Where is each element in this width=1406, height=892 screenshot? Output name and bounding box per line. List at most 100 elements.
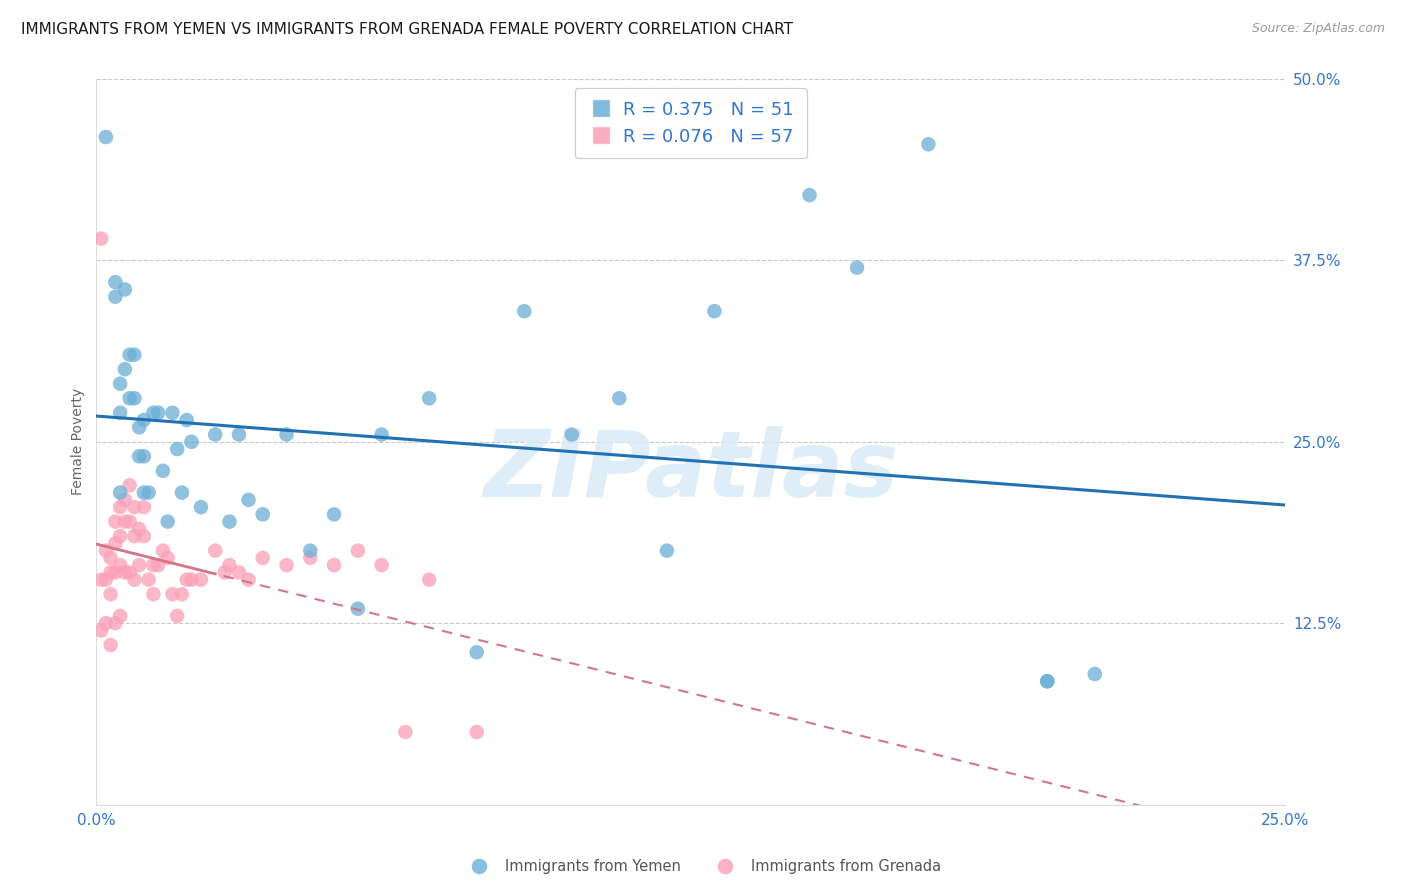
- Point: [132, 413, 155, 427]
- Point: [655, 543, 678, 558]
- Point: [218, 515, 240, 529]
- Point: [100, 550, 122, 565]
- Point: [118, 478, 141, 492]
- Point: [104, 275, 127, 289]
- Legend: Immigrants from Yemen, Immigrants from Grenada: Immigrants from Yemen, Immigrants from G…: [458, 854, 948, 880]
- Point: [138, 573, 160, 587]
- Point: [228, 566, 250, 580]
- Point: [799, 188, 821, 202]
- Point: [114, 566, 136, 580]
- Point: [252, 550, 274, 565]
- Point: [124, 573, 146, 587]
- Point: [370, 558, 392, 573]
- Point: [90, 624, 112, 638]
- Point: [128, 420, 150, 434]
- Point: [94, 543, 117, 558]
- Point: [108, 485, 131, 500]
- Point: [128, 450, 150, 464]
- Point: [118, 348, 141, 362]
- Point: [108, 376, 131, 391]
- Point: [917, 137, 939, 152]
- Point: [465, 645, 488, 659]
- Point: [166, 442, 188, 456]
- Point: [162, 587, 184, 601]
- Point: [347, 543, 370, 558]
- Point: [276, 427, 298, 442]
- Point: [323, 558, 346, 573]
- Point: [166, 609, 188, 624]
- Point: [299, 543, 322, 558]
- Legend: R = 0.375   N = 51, R = 0.076   N = 57: R = 0.375 N = 51, R = 0.076 N = 57: [575, 88, 807, 158]
- Point: [142, 558, 165, 573]
- Point: [118, 566, 141, 580]
- Point: [100, 587, 122, 601]
- Point: [299, 550, 322, 565]
- Point: [394, 725, 416, 739]
- Point: [703, 304, 725, 318]
- Point: [108, 406, 131, 420]
- Point: [238, 492, 260, 507]
- Point: [176, 573, 198, 587]
- Point: [170, 485, 193, 500]
- Point: [214, 566, 236, 580]
- Point: [561, 427, 583, 442]
- Point: [146, 406, 169, 420]
- Point: [90, 232, 112, 246]
- Point: [218, 558, 240, 573]
- Point: [94, 616, 117, 631]
- Point: [118, 515, 141, 529]
- Point: [238, 573, 260, 587]
- Point: [94, 573, 117, 587]
- Point: [100, 638, 122, 652]
- Point: [607, 391, 630, 405]
- Point: [124, 391, 146, 405]
- Point: [1084, 667, 1107, 681]
- Point: [104, 536, 127, 550]
- Point: [108, 529, 131, 543]
- Point: [138, 485, 160, 500]
- Point: [104, 616, 127, 631]
- Point: [323, 508, 346, 522]
- Point: [156, 550, 179, 565]
- Point: [156, 515, 179, 529]
- Point: [1036, 674, 1059, 689]
- Point: [108, 558, 131, 573]
- Point: [114, 282, 136, 296]
- Point: [228, 427, 250, 442]
- Point: [142, 406, 165, 420]
- Point: [162, 406, 184, 420]
- Point: [124, 500, 146, 514]
- Point: [132, 450, 155, 464]
- Point: [204, 543, 226, 558]
- Point: [128, 558, 150, 573]
- Point: [170, 587, 193, 601]
- Point: [276, 558, 298, 573]
- Text: IMMIGRANTS FROM YEMEN VS IMMIGRANTS FROM GRENADA FEMALE POVERTY CORRELATION CHAR: IMMIGRANTS FROM YEMEN VS IMMIGRANTS FROM…: [21, 22, 793, 37]
- Y-axis label: Female Poverty: Female Poverty: [72, 388, 86, 495]
- Point: [152, 464, 174, 478]
- Point: [132, 485, 155, 500]
- Point: [104, 290, 127, 304]
- Point: [152, 543, 174, 558]
- Point: [114, 362, 136, 376]
- Point: [142, 587, 165, 601]
- Point: [252, 508, 274, 522]
- Point: [108, 609, 131, 624]
- Point: [465, 725, 488, 739]
- Point: [118, 391, 141, 405]
- Point: [124, 348, 146, 362]
- Point: [132, 529, 155, 543]
- Point: [128, 522, 150, 536]
- Point: [370, 427, 392, 442]
- Point: [104, 515, 127, 529]
- Point: [114, 515, 136, 529]
- Point: [146, 558, 169, 573]
- Point: [204, 427, 226, 442]
- Text: Source: ZipAtlas.com: Source: ZipAtlas.com: [1251, 22, 1385, 36]
- Point: [190, 573, 212, 587]
- Point: [104, 566, 127, 580]
- Point: [180, 573, 202, 587]
- Point: [846, 260, 869, 275]
- Point: [124, 529, 146, 543]
- Point: [180, 434, 202, 449]
